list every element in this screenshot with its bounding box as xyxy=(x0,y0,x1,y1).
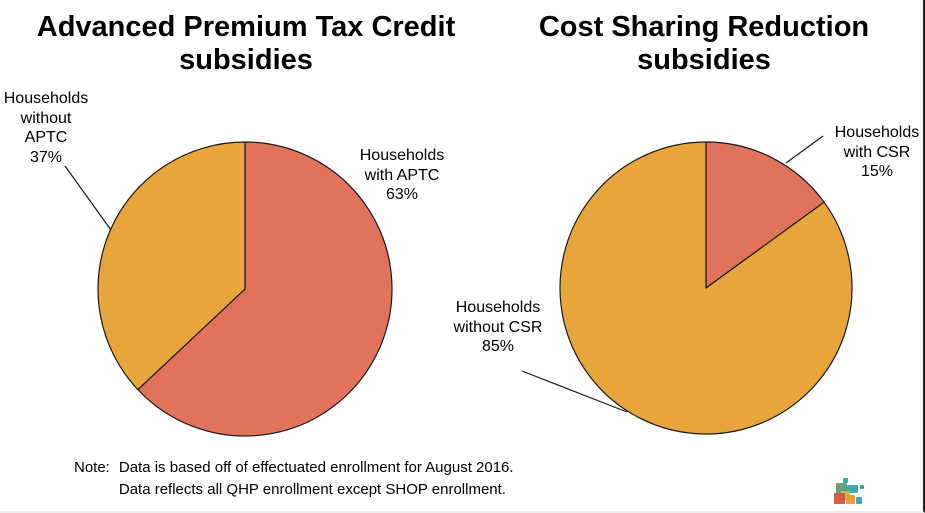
label-text: Households with APTC xyxy=(359,147,445,184)
label-pct: 63% xyxy=(385,186,419,203)
label-text: Households without APTC xyxy=(3,90,89,146)
pie-slice xyxy=(97,141,246,391)
footnote: Note: Data is based off of effectuated e… xyxy=(74,457,514,501)
footnote-line-1: Data is based off of effectuated enrollm… xyxy=(118,459,514,476)
chart-title-aptc: Advanced Premium Tax Credit subsidies xyxy=(36,11,456,76)
logo-square-teal-br xyxy=(856,497,862,504)
logo-square-teal-mid xyxy=(847,485,858,493)
pie-slice xyxy=(137,141,393,437)
pie-slice xyxy=(705,141,825,289)
logo-square-sage xyxy=(836,483,847,494)
footnote-line-2: Data reflects all QHP enrollment except … xyxy=(118,481,506,498)
label-pct: 15% xyxy=(860,163,894,180)
logo-square-teal-dot xyxy=(860,485,864,489)
pie-slice xyxy=(559,141,853,435)
logo-square-teal-top xyxy=(843,478,848,483)
footnote-label: Note: xyxy=(74,459,110,476)
label-text: Households without CSR xyxy=(453,299,543,336)
chart-title-csr: Cost Sharing Reduction subsidies xyxy=(538,11,870,76)
label-households-with-csr: Households with CSR 15% xyxy=(831,123,923,182)
pie-chart-csr xyxy=(559,141,853,435)
label-text: Households with CSR xyxy=(834,124,920,161)
label-households-with-aptc: Households with APTC 63% xyxy=(356,146,448,205)
label-households-without-aptc: Households without APTC 37% xyxy=(0,89,92,167)
logo-square-red xyxy=(834,493,845,504)
logo-square-orange xyxy=(846,495,855,504)
footnote-text: Data is based off of effectuated enrollm… xyxy=(119,457,514,501)
pie-chart-aptc xyxy=(97,141,393,437)
logo-square-yellowgreen xyxy=(841,491,850,500)
colored-squares-logo xyxy=(832,474,876,511)
label-households-without-csr: Households without CSR 85% xyxy=(452,298,544,357)
label-pct: 37% xyxy=(29,148,63,166)
label-pct: 85% xyxy=(481,338,515,355)
